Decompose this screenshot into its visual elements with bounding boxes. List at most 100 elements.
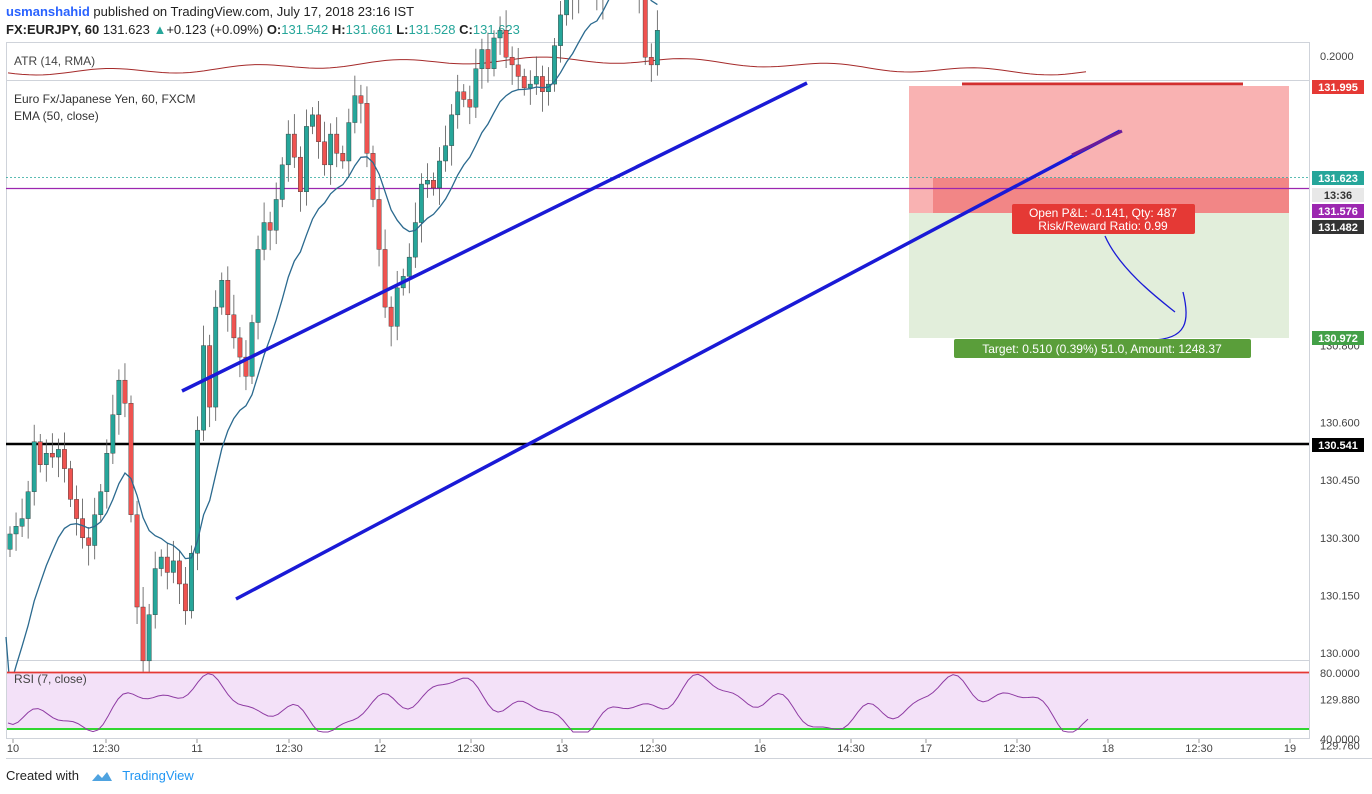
candle-body [122,379,128,404]
channel-lower-line[interactable] [235,129,1121,601]
candle-body [7,533,13,550]
candle-body [213,306,219,408]
candle-body [62,449,67,469]
candle-body [406,256,412,277]
candle-body [497,30,503,39]
candle-body [25,491,31,519]
candle-body [461,91,467,100]
rsi-band [7,673,1309,729]
candle-body [13,526,19,535]
time-tick-label: 12:30 [1185,743,1213,755]
price-tag-label: 131.576 [1318,206,1358,218]
price-tag-label: 131.482 [1318,222,1358,234]
candle-body [376,199,382,250]
tradingview-cloud-icon [91,772,112,781]
time-tick-label: 10 [7,743,19,755]
candle-body [364,103,370,154]
candle-body [340,153,346,162]
time-tick-label: 12:30 [639,743,667,755]
candle-body [219,279,225,308]
candlesticks [7,0,660,681]
time-tick-label: 19 [1284,743,1296,755]
close-label: C: [459,22,473,37]
time-tick-label: 12 [374,743,386,755]
candle-body [503,30,509,58]
candle-body [140,606,146,662]
projection-curve[interactable] [1104,235,1176,313]
candle-body [564,0,570,16]
price-tag-box [1312,204,1364,218]
candle-body [316,114,321,142]
price-tag-box [1312,171,1364,185]
candle-body [654,30,660,66]
candle-body [382,249,388,308]
time-axis[interactable]: 10 12:30 11 12:30 12 12:30 13 12:30 16 14:30 17 12:… [7,739,1296,755]
footer: Created with TradingView [6,768,194,783]
candle-body [255,249,261,323]
candle-body [558,14,563,46]
pnl-label-box[interactable] [1012,204,1195,234]
candle-body [521,76,527,89]
candle-body [412,222,418,258]
created-with-label: Created with [6,768,79,783]
time-tick-label: 13 [556,743,568,755]
time-tick-label: 11 [191,743,202,755]
candle-body [68,468,73,500]
channel-upper-line[interactable] [181,81,808,393]
candle-body [642,0,648,58]
candle-body [467,99,473,108]
price-tag-box [1312,80,1364,94]
candle-body [509,56,515,66]
time-tick-label: 12:30 [275,743,303,755]
candle-body [176,560,182,585]
candle-body [116,379,122,415]
target-label-box[interactable] [954,339,1251,358]
candle-body [455,91,461,116]
candle-body [449,114,455,146]
candle-body [92,514,98,546]
time-tick-label: 12:30 [92,743,120,755]
candle-body [86,537,92,546]
candle-body [98,491,104,515]
rsi-tick-40: 40.0000 [1320,734,1360,746]
candle-body [231,314,237,339]
candle-body [237,337,243,358]
candle-body [225,279,231,316]
candle-body [322,141,327,166]
price-tick-label: 130.600 [1320,417,1360,429]
symbol-label: FX:EURJPY, 60 [6,22,100,37]
price-tick-label: 129.760 [1320,740,1360,752]
atr-axis-value: 0.2000 [1320,51,1354,63]
price-axis[interactable]: 131.800131.200130.800130.600130.450130.3… [1320,0,1360,753]
candle-body [527,83,533,89]
time-tick-label: 18 [1102,743,1114,755]
purple-trend-line[interactable] [1071,129,1123,157]
price-tick-label: 130.450 [1320,475,1360,487]
tradingview-brand[interactable]: TradingView [122,768,194,783]
rsi-tick-80: 80.0000 [1320,668,1360,680]
price-tag-box [1312,438,1364,452]
ema-line [5,0,658,688]
candle-body [273,199,279,231]
candle-body [552,45,557,85]
candle-body [304,126,309,192]
price-tag-box [1312,331,1364,345]
price-tag-label: 131.995 [1318,82,1358,94]
high-label: H: [331,22,346,37]
candle-body [285,133,291,166]
candle-body [261,222,267,250]
candle-body [43,453,49,465]
candle-body [279,164,285,200]
price-change: +0.123 (+0.09%) [166,22,264,37]
price-tag-label: 130.972 [1318,333,1358,345]
author-name[interactable]: usmanshahid [6,4,90,19]
candle-body [352,95,358,123]
candle-body [267,222,273,231]
price-tick-label: 129.880 [1320,694,1360,706]
price-tag-label: 130.541 [1318,440,1358,452]
candle-body [80,518,86,539]
candle-body [170,560,176,573]
candle-body [243,356,249,377]
candle-body [19,518,25,527]
